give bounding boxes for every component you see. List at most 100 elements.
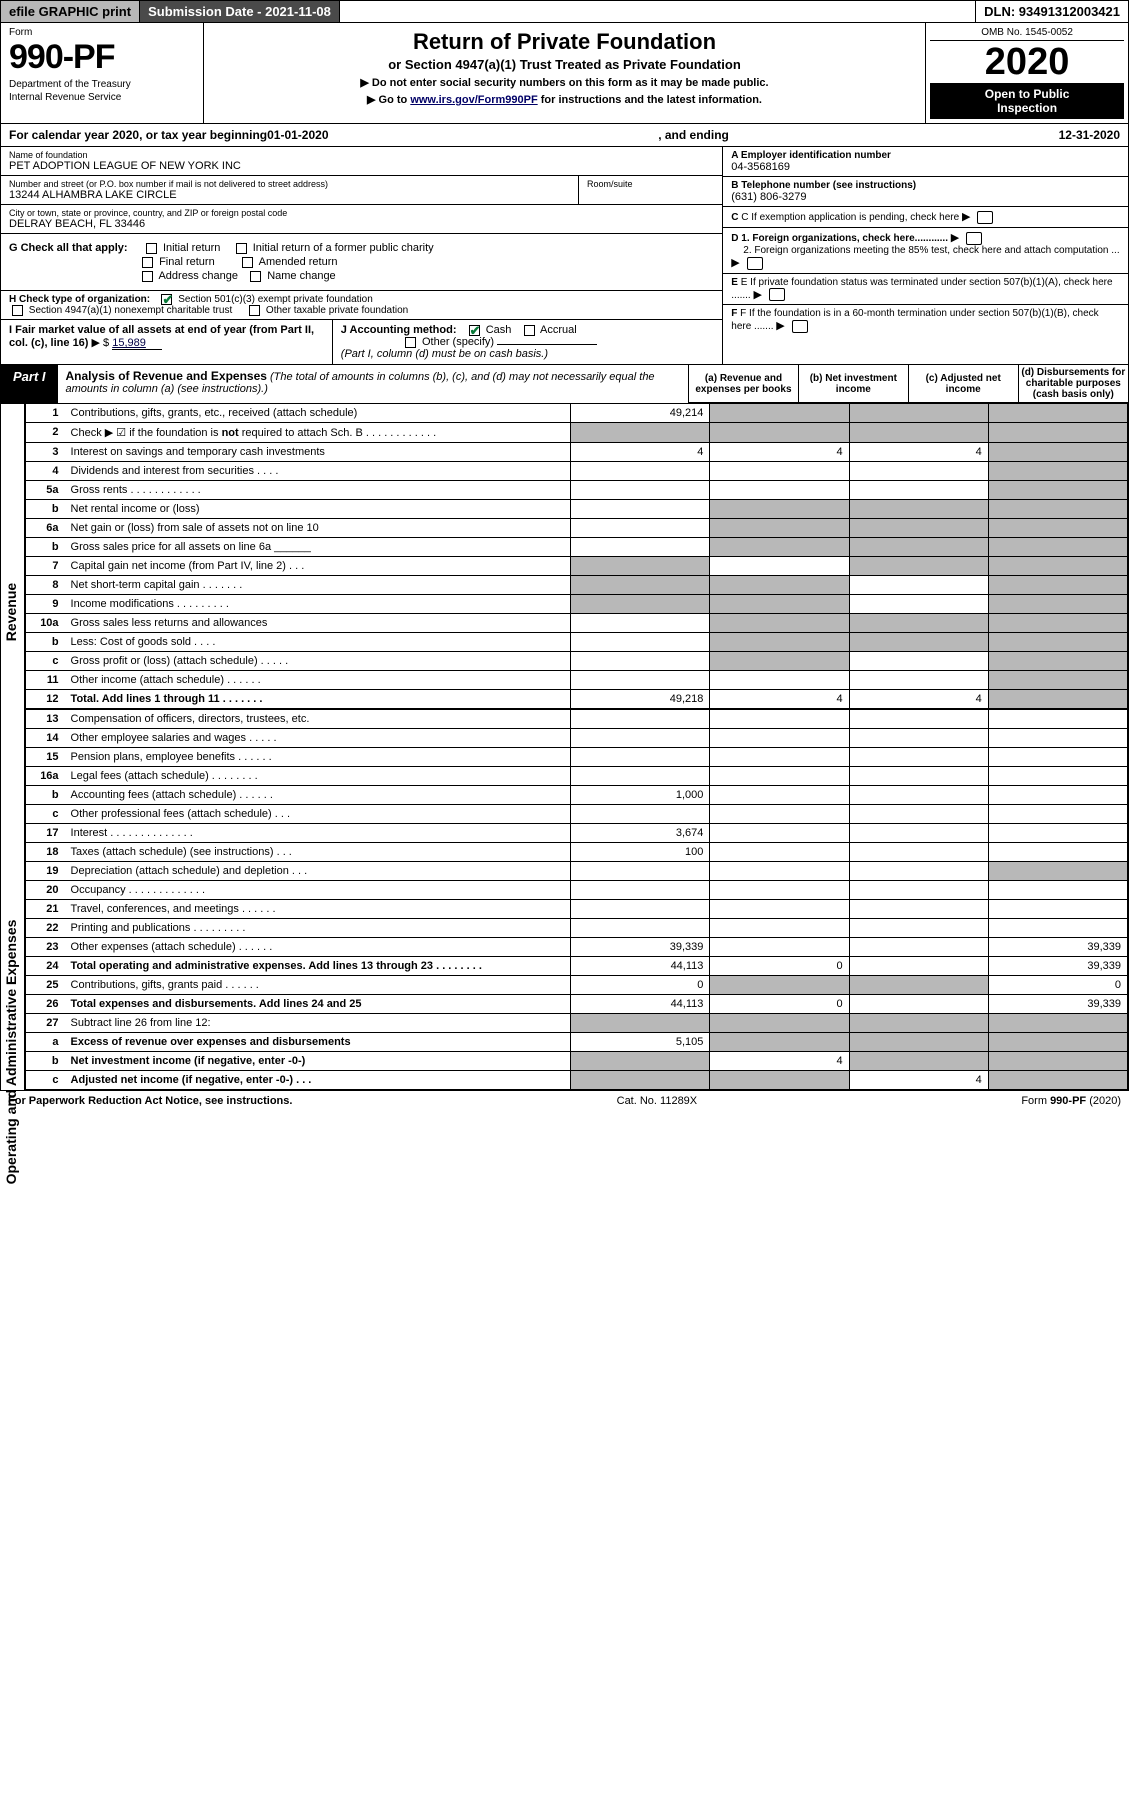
line-description: Occupancy . . . . . . . . . . . . .	[65, 881, 571, 900]
table-row: bNet rental income or (loss)	[26, 500, 1128, 519]
amount-col-d	[988, 614, 1127, 633]
checkbox-cash[interactable]	[469, 325, 480, 336]
amount-col-b	[710, 805, 849, 824]
amount-col-c	[849, 423, 988, 443]
amount-col-a	[571, 538, 710, 557]
checkbox-d1[interactable]	[966, 232, 982, 245]
amount-col-b	[710, 652, 849, 671]
line-number: c	[26, 805, 65, 824]
line-description: Income modifications . . . . . . . . .	[65, 595, 571, 614]
amount-col-a	[571, 671, 710, 690]
checkbox-initial-return-former[interactable]	[236, 243, 247, 254]
amount-col-c	[849, 957, 988, 976]
table-row: 20Occupancy . . . . . . . . . . . . .	[26, 881, 1128, 900]
amount-col-c	[849, 671, 988, 690]
line-number: 11	[26, 671, 65, 690]
line-number: 22	[26, 919, 65, 938]
amount-col-a	[571, 900, 710, 919]
amount-col-d	[988, 919, 1127, 938]
checkbox-other-method[interactable]	[405, 337, 416, 348]
instructions-link[interactable]: www.irs.gov/Form990PF	[410, 94, 537, 106]
line-number: c	[26, 1071, 65, 1090]
line-number: 17	[26, 824, 65, 843]
line-description: Pension plans, employee benefits . . . .…	[65, 748, 571, 767]
amount-col-a: 0	[571, 976, 710, 995]
checkbox-name-change[interactable]	[250, 271, 261, 282]
table-row: cOther professional fees (attach schedul…	[26, 805, 1128, 824]
checkbox-f[interactable]	[792, 320, 808, 333]
amount-col-b: 0	[710, 957, 849, 976]
amount-col-a	[571, 652, 710, 671]
dept-treasury: Department of the Treasury	[9, 79, 195, 90]
amount-col-c	[849, 767, 988, 786]
table-row: 26Total expenses and disbursements. Add …	[26, 995, 1128, 1014]
checkbox-address-change[interactable]	[142, 271, 153, 282]
amount-col-a	[571, 481, 710, 500]
table-row: 18Taxes (attach schedule) (see instructi…	[26, 843, 1128, 862]
line-number: 12	[26, 690, 65, 710]
amount-col-c	[849, 462, 988, 481]
col-a-header: (a) Revenue and expenses per books	[689, 365, 799, 403]
line-description: Depreciation (attach schedule) and deple…	[65, 862, 571, 881]
amount-col-d	[988, 1033, 1127, 1052]
checkbox-final-return[interactable]	[142, 257, 153, 268]
tax-year-end: 12-31-2020	[1059, 128, 1120, 142]
checkbox-c[interactable]	[977, 211, 993, 224]
checkbox-501c3[interactable]	[161, 294, 172, 305]
line-description: Compensation of officers, directors, tru…	[65, 709, 571, 729]
amount-col-d	[988, 443, 1127, 462]
amount-col-c	[849, 500, 988, 519]
line-description: Other expenses (attach schedule) . . . .…	[65, 938, 571, 957]
table-row: 21Travel, conferences, and meetings . . …	[26, 900, 1128, 919]
amount-col-c	[849, 729, 988, 748]
footer: For Paperwork Reduction Act Notice, see …	[0, 1091, 1129, 1111]
col-d-header: (d) Disbursements for charitable purpose…	[1018, 365, 1128, 403]
instr-1: ▶ Do not enter social security numbers o…	[224, 76, 905, 89]
amount-col-c	[849, 404, 988, 423]
amount-col-a	[571, 462, 710, 481]
line-number: b	[26, 500, 65, 519]
line-number: 21	[26, 900, 65, 919]
amount-col-c	[849, 557, 988, 576]
line-description: Total expenses and disbursements. Add li…	[65, 995, 571, 1014]
dln: DLN: 93491312003421	[975, 1, 1128, 22]
checkbox-initial-return[interactable]	[146, 243, 157, 254]
name-label: Name of foundation	[9, 150, 714, 160]
line-description: Net investment income (if negative, ente…	[65, 1052, 571, 1071]
amount-col-c	[849, 748, 988, 767]
expenses-label: Operating and Administrative Expenses	[3, 902, 19, 1202]
checkbox-other-taxable[interactable]	[249, 305, 260, 316]
line-number: 1	[26, 404, 65, 423]
col-b-header: (b) Net investment income	[798, 365, 908, 403]
table-row: 17Interest . . . . . . . . . . . . . .3,…	[26, 824, 1128, 843]
amount-col-a	[571, 1052, 710, 1071]
checkbox-4947a1[interactable]	[12, 305, 23, 316]
line-number: 2	[26, 423, 65, 443]
amount-col-c	[849, 976, 988, 995]
amount-col-b	[710, 900, 849, 919]
line-description: Gross profit or (loss) (attach schedule)…	[65, 652, 571, 671]
amount-col-a	[571, 557, 710, 576]
line-number: 16a	[26, 767, 65, 786]
line-number: a	[26, 1033, 65, 1052]
table-row: 5aGross rents . . . . . . . . . . . .	[26, 481, 1128, 500]
section-g: G Check all that apply: Initial return I…	[9, 242, 714, 254]
amount-col-d: 0	[988, 976, 1127, 995]
city-state-zip: DELRAY BEACH, FL 33446	[9, 218, 714, 230]
amount-col-b	[710, 462, 849, 481]
amount-col-b	[710, 767, 849, 786]
amount-col-d	[988, 538, 1127, 557]
amount-col-d	[988, 786, 1127, 805]
sub-title: or Section 4947(a)(1) Trust Treated as P…	[224, 57, 905, 72]
checkbox-d2[interactable]	[747, 257, 763, 270]
amount-col-b	[710, 595, 849, 614]
checkbox-accrual[interactable]	[524, 325, 535, 336]
line-number: c	[26, 652, 65, 671]
amount-col-d	[988, 748, 1127, 767]
amount-col-a	[571, 576, 710, 595]
checkbox-amended-return[interactable]	[242, 257, 253, 268]
checkbox-e[interactable]	[769, 288, 785, 301]
line-description: Other professional fees (attach schedule…	[65, 805, 571, 824]
efile-label: efile GRAPHIC print	[1, 1, 140, 22]
amount-col-d	[988, 462, 1127, 481]
